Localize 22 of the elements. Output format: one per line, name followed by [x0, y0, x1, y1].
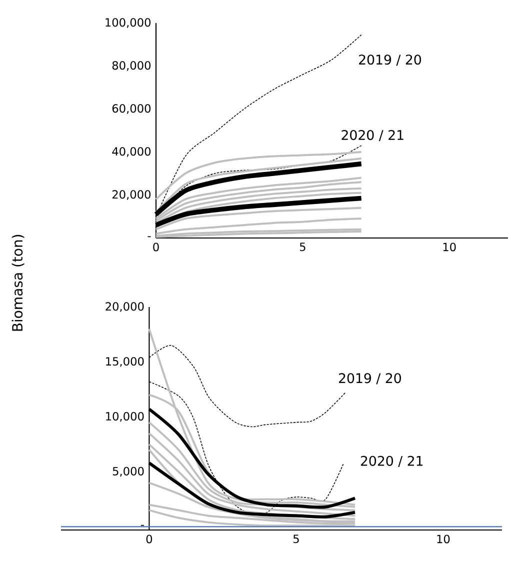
y-tick-label: 15,000	[106, 357, 144, 367]
x-tick-label: 5	[300, 242, 306, 252]
y-tick-label: -	[148, 236, 151, 238]
x-tick-label: 10	[437, 534, 450, 544]
x-tick-label: 0	[153, 242, 159, 252]
y-tick-label: 20,000	[106, 302, 144, 312]
series-label: 2020 / 21	[360, 456, 423, 467]
x-tick-label: 10	[443, 242, 456, 252]
y-tick-label: 40,000	[112, 147, 151, 157]
series-label: 2019 / 20	[338, 373, 401, 384]
x-tick-label: 5	[293, 534, 299, 544]
y-axis-title: Biomasa (ton)	[12, 234, 24, 331]
y-tick-label: -	[140, 524, 144, 526]
y-tick-label: 10,000	[106, 412, 144, 422]
y-tick-label: 60,000	[112, 104, 151, 114]
x-tick-label: 0	[146, 534, 152, 544]
series-label: 2019 / 20	[359, 54, 422, 66]
y-tick-label: 20,000	[112, 190, 151, 200]
y-tick-label: 100,000	[106, 18, 151, 28]
series-label: 2020 / 21	[342, 130, 404, 142]
y-tick-label: 80,000	[112, 61, 151, 71]
y-tick-label: 5,000	[112, 466, 144, 477]
